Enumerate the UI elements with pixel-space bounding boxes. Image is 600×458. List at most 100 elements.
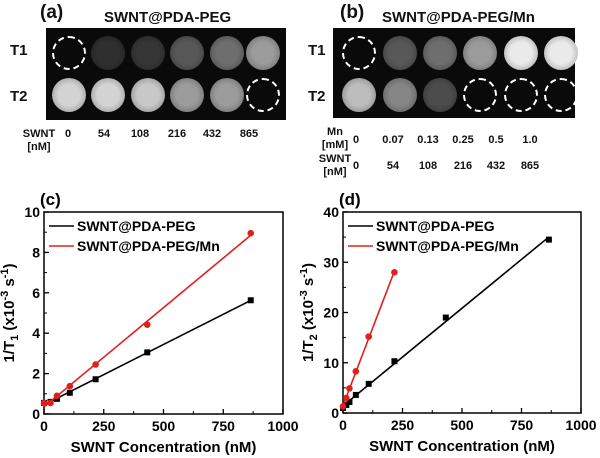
unit-label-mn: Mn [mM] bbox=[318, 126, 352, 152]
legend-label: SWNT@PDA-PEG bbox=[376, 218, 495, 234]
panel-label: (d) bbox=[339, 190, 361, 209]
data-point bbox=[53, 392, 61, 400]
x-tick-label: 750 bbox=[510, 417, 534, 433]
unit-name: Mn bbox=[327, 126, 343, 138]
y-axis-label: 1/T2 (x10-3 s-1) bbox=[300, 263, 320, 362]
x-tick-label: 0 bbox=[339, 417, 347, 433]
y-tick-label: 0 bbox=[32, 406, 40, 422]
t2-tube-5 bbox=[246, 78, 280, 112]
value-label: 0 bbox=[64, 128, 72, 140]
data-point bbox=[346, 385, 353, 392]
legend-label: SWNT@PDA-PEG/Mn bbox=[77, 238, 220, 254]
y-axis-label: 1/T1 (x10-3 s-1) bbox=[0, 263, 21, 362]
t1-tube-3 bbox=[170, 36, 204, 70]
value-label: 108 bbox=[418, 160, 438, 172]
data-point bbox=[352, 367, 360, 375]
value-label: 432 bbox=[202, 128, 222, 140]
t1-tube-1 bbox=[91, 36, 125, 70]
value-label: 108 bbox=[130, 128, 150, 140]
value-label: 865 bbox=[520, 160, 540, 172]
t1-tube-2 bbox=[423, 36, 457, 70]
x-axis-label: SWNT Concentration (nM) bbox=[369, 438, 555, 455]
t1-tube-5 bbox=[246, 36, 280, 70]
fit-line-0 bbox=[342, 236, 550, 407]
value-label: 0.5 bbox=[488, 134, 504, 146]
value-label: 54 bbox=[386, 160, 400, 172]
data-point bbox=[346, 398, 353, 405]
mri-image-b bbox=[333, 28, 578, 118]
value-label: 216 bbox=[167, 128, 187, 140]
y-tick-label: 40 bbox=[323, 204, 339, 220]
t2-tube-0 bbox=[52, 78, 86, 112]
data-point bbox=[352, 391, 359, 398]
t2-tube-3 bbox=[170, 78, 204, 112]
data-point bbox=[343, 394, 350, 402]
value-label: 865 bbox=[239, 128, 259, 140]
fit-line-1 bbox=[43, 234, 252, 408]
t2-tube-5 bbox=[544, 78, 578, 112]
value-label: 0 bbox=[352, 160, 360, 172]
unit-label-swnt: SWNT [nM] bbox=[22, 128, 56, 154]
y-tick-label: 0 bbox=[331, 405, 339, 421]
data-point bbox=[47, 399, 54, 407]
panel-b-title: SWNT@PDA-PEG/Mn bbox=[382, 9, 535, 26]
value-label: 216 bbox=[453, 160, 473, 172]
t1-tube-4 bbox=[504, 36, 538, 70]
x-axis-label: SWNT Concentration (nM) bbox=[71, 439, 257, 456]
t1-tube-3 bbox=[463, 36, 497, 70]
unit-name: SWNT bbox=[318, 153, 352, 165]
t1-tube-0 bbox=[342, 36, 376, 70]
t1-tube-2 bbox=[131, 36, 165, 70]
data-point bbox=[66, 382, 74, 390]
data-point bbox=[442, 314, 449, 321]
x-tick-label: 250 bbox=[92, 418, 116, 434]
value-label: 0.13 bbox=[417, 134, 439, 146]
t2-tube-1 bbox=[383, 78, 417, 112]
unit: [mM] bbox=[321, 139, 349, 151]
x-tick-label: 1000 bbox=[267, 418, 298, 434]
t2-tube-4 bbox=[504, 78, 538, 112]
value-label: 54 bbox=[97, 128, 111, 140]
data-point bbox=[545, 236, 552, 243]
data-point bbox=[40, 399, 48, 407]
t2-tube-2 bbox=[423, 78, 457, 112]
x-tick-label: 250 bbox=[391, 417, 415, 433]
y-tick-label: 10 bbox=[24, 204, 40, 220]
t1-tube-4 bbox=[210, 36, 244, 70]
x-tick-label: 750 bbox=[212, 418, 236, 434]
y-tick-label: 8 bbox=[32, 244, 40, 260]
row-label-t1: T1 bbox=[10, 42, 28, 59]
data-point bbox=[92, 376, 99, 383]
y-tick-label: 20 bbox=[323, 305, 339, 321]
row-label-t1: T1 bbox=[308, 42, 326, 59]
x-tick-label: 500 bbox=[450, 417, 474, 433]
data-point bbox=[247, 229, 255, 237]
row-label-t2: T2 bbox=[308, 88, 326, 105]
unit: [nM] bbox=[323, 166, 347, 178]
value-label: 432 bbox=[486, 160, 506, 172]
data-point bbox=[143, 321, 151, 329]
x-tick-label: 500 bbox=[152, 418, 176, 434]
t2-tube-3 bbox=[463, 78, 497, 112]
mri-image-a bbox=[46, 28, 286, 120]
panel-a-title: SWNT@PDA-PEG bbox=[104, 9, 232, 26]
y-tick-label: 10 bbox=[323, 355, 339, 371]
data-point bbox=[391, 269, 398, 276]
y-tick-label: 30 bbox=[323, 254, 339, 270]
unit-label-swnt: SWNT [nM] bbox=[318, 153, 352, 179]
value-label: 0.07 bbox=[382, 134, 404, 146]
x-tick-label: 0 bbox=[40, 418, 48, 434]
unit: [nM] bbox=[27, 141, 51, 153]
data-point bbox=[365, 333, 373, 340]
panel-a-label: (a) bbox=[40, 2, 64, 23]
row-label-t2: T2 bbox=[10, 88, 28, 105]
t1-tube-0 bbox=[52, 36, 86, 70]
y-tick-label: 2 bbox=[32, 366, 40, 382]
t2-tube-1 bbox=[91, 78, 125, 112]
y-tick-label: 6 bbox=[32, 285, 40, 301]
data-point bbox=[391, 358, 398, 365]
panel-b-label: (b) bbox=[340, 2, 365, 23]
x-tick-label: 1000 bbox=[565, 417, 596, 433]
chart-d: (d) 0 250 500 750 1000 0 10 20 30 40 SWNT Concentra… bbox=[300, 190, 597, 455]
data-point bbox=[92, 361, 99, 368]
